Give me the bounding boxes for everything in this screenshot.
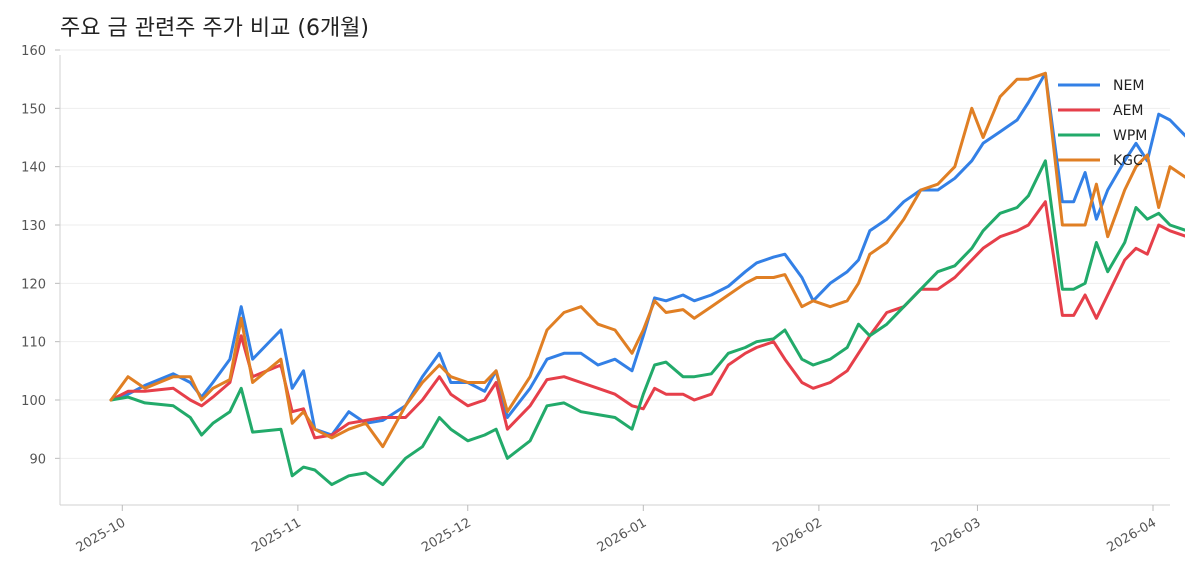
x-tick-label: 2026-02 <box>770 515 825 555</box>
y-tick-label: 130 <box>21 219 46 234</box>
x-tick-label: 2025-12 <box>419 515 474 555</box>
y-tick-label: 100 <box>21 394 46 409</box>
series-line-wpm <box>109 159 1185 487</box>
series-line-nem <box>109 71 1185 437</box>
legend-label-kgc: KGC <box>1113 153 1143 169</box>
series-line-aem <box>109 200 1185 440</box>
x-tick-label: 2026-01 <box>595 515 650 555</box>
y-tick-label: 160 <box>21 44 46 59</box>
y-tick-label: 150 <box>21 102 46 117</box>
chart-title: 주요 금 관련주 주가 비교 (6개월) <box>60 16 370 41</box>
series-line-kgc <box>109 71 1185 449</box>
x-tick-label: 2025-10 <box>74 515 129 555</box>
x-tick-label: 2026-03 <box>929 515 984 555</box>
legend-label-nem: NEM <box>1113 78 1144 94</box>
y-tick-label: 110 <box>21 336 46 351</box>
y-tick-label: 90 <box>29 452 46 467</box>
y-tick-label: 120 <box>21 277 46 292</box>
legend-label-aem: AEM <box>1113 103 1144 119</box>
y-tick-label: 140 <box>21 161 46 176</box>
x-tick-label: 2025-11 <box>249 515 304 555</box>
x-tick-label: 2026-04 <box>1104 515 1159 555</box>
legend-label-wpm: WPM <box>1113 128 1147 144</box>
